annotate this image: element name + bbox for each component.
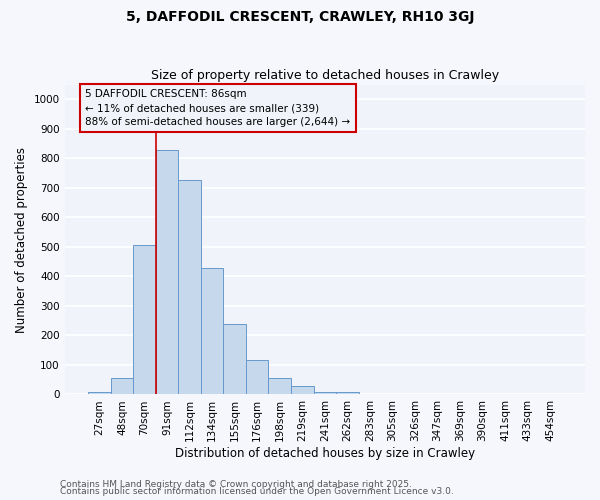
Bar: [111, 378, 133, 394]
Text: Contains HM Land Registry data © Crown copyright and database right 2025.: Contains HM Land Registry data © Crown c…: [60, 480, 412, 489]
X-axis label: Distribution of detached houses by size in Crawley: Distribution of detached houses by size …: [175, 447, 475, 460]
Bar: [268, 378, 291, 394]
Bar: [246, 360, 268, 394]
Bar: [201, 268, 223, 394]
Bar: [133, 246, 156, 394]
Bar: [336, 392, 359, 394]
Bar: [88, 392, 111, 394]
Bar: [223, 324, 246, 394]
Bar: [314, 392, 336, 394]
Text: 5 DAFFODIL CRESCENT: 86sqm
← 11% of detached houses are smaller (339)
88% of sem: 5 DAFFODIL CRESCENT: 86sqm ← 11% of deta…: [85, 89, 350, 127]
Title: Size of property relative to detached houses in Crawley: Size of property relative to detached ho…: [151, 69, 499, 82]
Bar: [178, 180, 201, 394]
Text: 5, DAFFODIL CRESCENT, CRAWLEY, RH10 3GJ: 5, DAFFODIL CRESCENT, CRAWLEY, RH10 3GJ: [126, 10, 474, 24]
Y-axis label: Number of detached properties: Number of detached properties: [15, 146, 28, 332]
Bar: [156, 150, 178, 394]
Bar: [291, 386, 314, 394]
Text: Contains public sector information licensed under the Open Government Licence v3: Contains public sector information licen…: [60, 487, 454, 496]
